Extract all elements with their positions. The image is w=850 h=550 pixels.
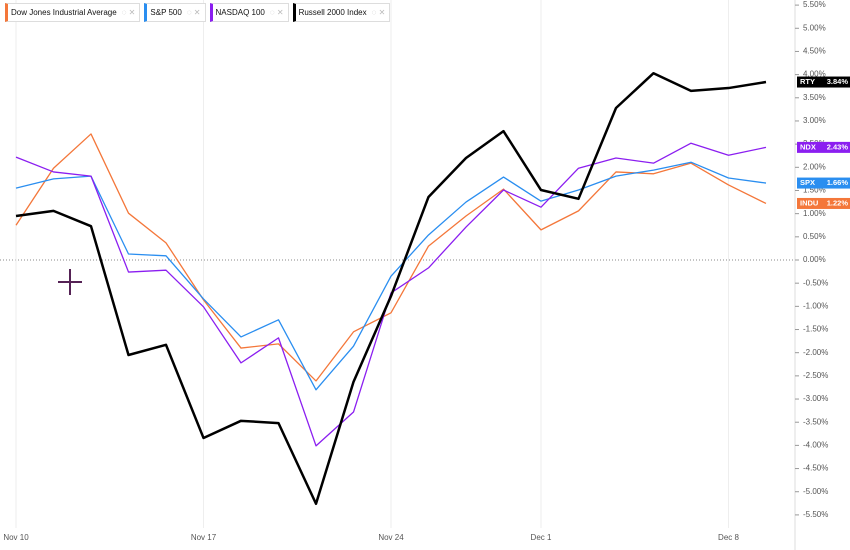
badge-symbol: NDX	[800, 142, 816, 151]
y-tick-label: -2.50%	[803, 371, 828, 380]
legend-label: Russell 2000 Index	[298, 8, 367, 17]
legend-item[interactable]: NASDAQ 100 ◌ ✕	[209, 3, 289, 22]
badge-symbol: RTY	[800, 77, 815, 86]
legend-label: Dow Jones Industrial Average	[11, 8, 117, 17]
price-badge: SPX 1.66%	[797, 177, 850, 189]
y-tick-label: 0.00%	[803, 255, 826, 264]
y-tick-label: -4.00%	[803, 440, 828, 449]
badge-bg	[797, 76, 850, 88]
y-tick-label: -2.00%	[803, 348, 828, 357]
y-tick-label: 1.00%	[803, 209, 826, 218]
badge-value: 3.84%	[827, 77, 849, 86]
y-tick-label: -5.50%	[803, 510, 828, 519]
legend-icons[interactable]: ◌ ✕	[269, 8, 284, 17]
x-tick-label: Dec 8	[718, 533, 739, 542]
y-tick-label: -4.50%	[803, 464, 828, 473]
price-badge: NDX 2.43%	[797, 141, 850, 153]
y-tick-label: 5.50%	[803, 0, 826, 9]
y-tick-label: 3.00%	[803, 116, 826, 125]
y-tick-label: 4.00%	[803, 70, 826, 79]
y-tick-label: 2.00%	[803, 162, 826, 171]
badge-bg	[797, 141, 850, 153]
badge-value: 1.22%	[827, 198, 849, 207]
y-tick-label: -5.00%	[803, 487, 828, 496]
y-tick-label: -0.50%	[803, 278, 828, 287]
y-tick-label: -3.00%	[803, 394, 828, 403]
x-tick-label: Nov 10	[3, 533, 29, 542]
y-tick-label: 4.50%	[803, 47, 826, 56]
legend-icons[interactable]: ◌ ✕	[121, 8, 136, 17]
x-tick-label: Nov 24	[378, 533, 404, 542]
legend: Dow Jones Industrial Average ◌ ✕ S&P 500 ◌ …	[5, 3, 391, 22]
x-tick-label: Dec 1	[531, 533, 552, 542]
price-badge: INDU 1.22%	[797, 197, 850, 209]
legend-label: NASDAQ 100	[215, 8, 265, 17]
y-tick-label: 3.50%	[803, 93, 826, 102]
legend-icons[interactable]: ◌ ✕	[186, 8, 201, 17]
badge-bg	[797, 197, 850, 209]
price-badge: RTY 3.84%	[797, 76, 850, 88]
series-line	[15, 71, 767, 506]
legend-label: S&P 500	[150, 8, 182, 17]
badge-value: 2.43%	[827, 142, 849, 151]
legend-item[interactable]: Dow Jones Industrial Average ◌ ✕	[5, 3, 141, 22]
series-line	[15, 133, 767, 382]
badge-value: 1.66%	[827, 178, 849, 187]
series-line	[15, 161, 767, 391]
cursor	[58, 269, 82, 295]
y-tick-label: 0.50%	[803, 232, 826, 241]
y-tick-label: -1.00%	[803, 301, 828, 310]
legend-item[interactable]: Russell 2000 Index ◌ ✕	[292, 3, 391, 22]
legend-icons[interactable]: ◌ ✕	[371, 8, 386, 17]
y-tick-label: 5.00%	[803, 23, 826, 32]
legend-item[interactable]: S&P 500 ◌ ✕	[144, 3, 206, 22]
badge-bg	[797, 177, 850, 189]
y-tick-label: -1.50%	[803, 325, 828, 334]
badge-symbol: SPX	[800, 178, 815, 187]
y-tick-label: 1.50%	[803, 186, 826, 195]
x-tick-label: Nov 17	[191, 533, 217, 542]
y-tick-label: -3.50%	[803, 417, 828, 426]
badge-symbol: INDU	[800, 198, 818, 207]
